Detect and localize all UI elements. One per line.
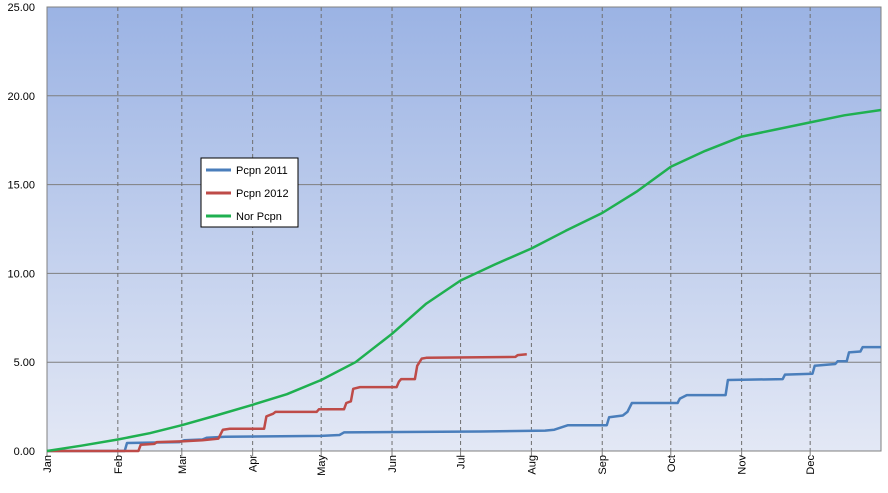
x-tick-label: Jan [42,455,54,473]
plot-area [47,7,881,451]
x-tick-label: Feb [113,455,125,474]
x-tick-label: Apr [248,455,260,472]
legend-label: Nor Pcpn [236,211,282,223]
y-tick-label: 0.00 [14,446,35,458]
x-tick-label: Jul [456,455,468,469]
legend-label: Pcpn 2011 [236,165,288,177]
x-tick-label: Jun [387,455,399,473]
x-tick-label: Dec [805,455,817,475]
x-tick-label: Nov [737,455,749,475]
x-tick-label: May [316,455,328,476]
series-line [47,345,881,453]
y-tick-label: 5.00 [14,357,35,369]
legend-label: Pcpn 2012 [236,188,289,200]
y-tick-label: 25.00 [7,2,35,14]
y-tick-label: 20.00 [7,91,35,103]
x-tick-label: Mar [177,455,189,474]
y-tick-label: 10.00 [7,268,35,280]
x-tick-label: Oct [666,455,678,472]
series-line [46,108,882,453]
y-tick-label: 15.00 [7,180,35,192]
plot-border [46,6,882,452]
series-line [47,352,527,453]
x-tick-label: Aug [526,455,538,475]
x-tick-label: Sep [597,455,609,475]
